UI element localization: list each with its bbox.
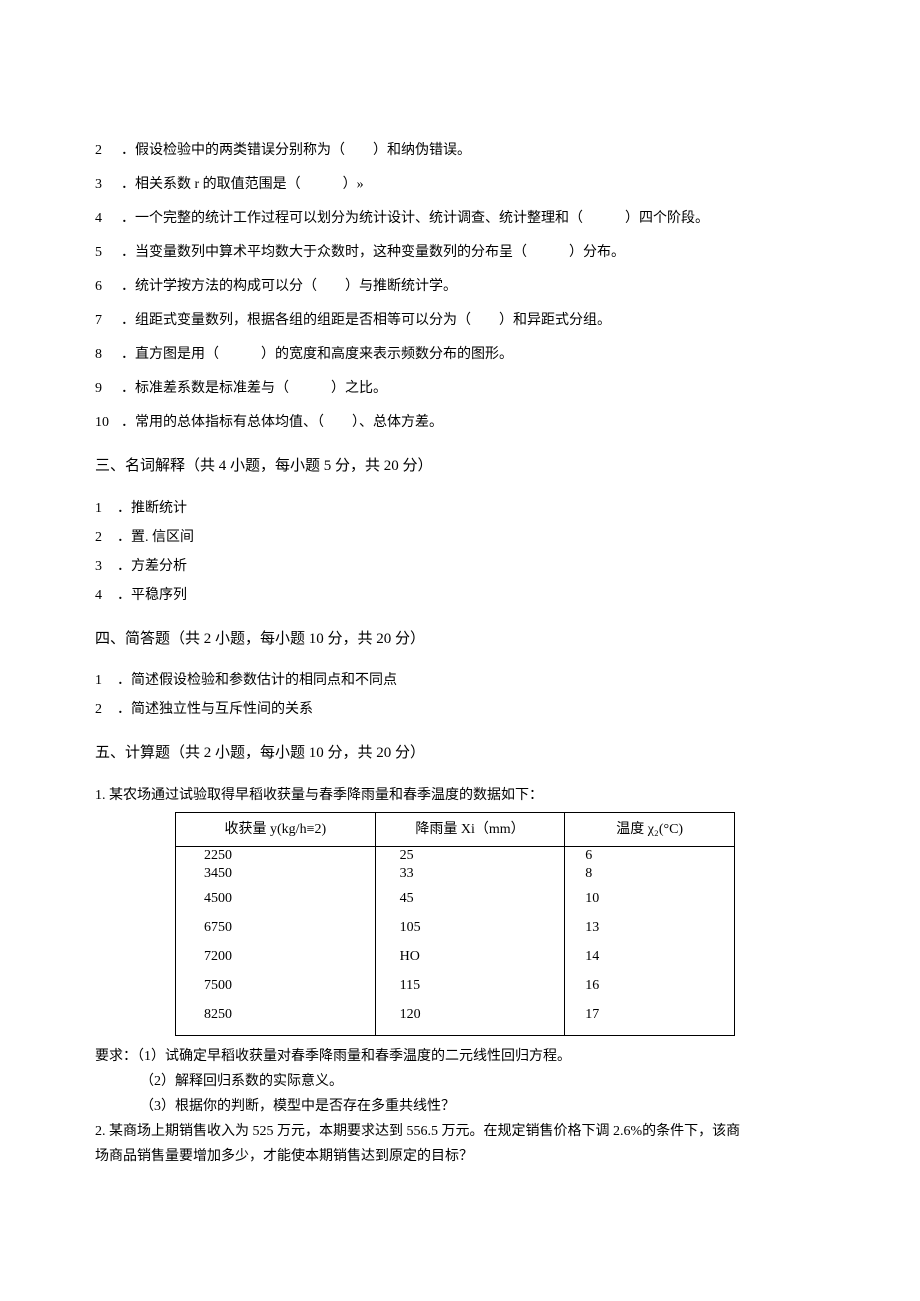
table-row: 6750 105 13 [176, 913, 735, 942]
item-number: 8 [95, 344, 121, 365]
cell: 115 [376, 971, 565, 1000]
item-number: 1 [95, 498, 117, 519]
list-item: 1 ．简述假设检验和参数估计的相同点和不同点 [95, 670, 825, 691]
item-text: ．简述假设检验和参数估计的相同点和不同点 [117, 670, 825, 691]
table-row: 3450 33 8 [176, 865, 735, 884]
item-text: ．方差分析 [117, 556, 825, 577]
item-number: 2 [95, 527, 117, 548]
item-number: 4 [95, 585, 117, 606]
item-text: ．组距式变量数列，根据各组的组距是否相等可以分为（ ）和异距式分组。 [121, 310, 825, 331]
req-label: 要求： [95, 1049, 137, 1064]
col-header-x2: 温度 χ₂(°C) [565, 812, 735, 846]
table-header-row: 收获量 y(kg/h≡2) 降雨量 Xi（mm） 温度 χ₂(°C) [176, 812, 735, 846]
cell: 16 [565, 971, 734, 1000]
cell: 120 [376, 1000, 565, 1036]
item-number: 2 [95, 140, 121, 161]
question-2-line-2: 场商品销售量要增加多少，才能使本期销售达到原定的目标？ [95, 1146, 825, 1167]
cell: 8 [565, 865, 734, 884]
col-header-y: 收获量 y(kg/h≡2) [176, 812, 376, 846]
cell: 8250 [176, 1000, 375, 1036]
item-text: ．推断统计 [117, 498, 825, 519]
item-number: 9 [95, 378, 121, 399]
item-text: ．直方图是用（ ）的宽度和高度来表示频数分布的图形。 [121, 344, 825, 365]
cell: HO [376, 942, 565, 971]
section-5-heading: 五、计算题（共 2 小题，每小题 10 分，共 20 分） [95, 742, 825, 765]
cell: 33 [376, 865, 565, 884]
cell: 4500 [176, 884, 375, 913]
cell: 6750 [176, 913, 375, 942]
cell: 2250 [176, 847, 375, 866]
list-item: 9 ．标准差系数是标准差与（ ）之比。 [95, 378, 825, 399]
question-1-intro: 1. 某农场通过试验取得早稻收获量与春季降雨量和春季温度的数据如下： [95, 785, 825, 806]
requirements-line-1: 要求：（1）试确定早稻收获量对春季降雨量和春季温度的二元线性回归方程。 [95, 1046, 825, 1067]
req-2: （2）解释回归系数的实际意义。 [140, 1071, 825, 1092]
cell: 3450 [176, 865, 375, 884]
section-2-fill-blank: 2 ．假设检验中的两类错误分别称为（ ）和纳伪错误。 3 ．相关系数 r 的取值… [95, 140, 825, 433]
item-number: 3 [95, 556, 117, 577]
cell: 17 [565, 1000, 734, 1036]
table-row: 7200 HO 14 [176, 942, 735, 971]
item-text: ．简述独立性与互斥性间的关系 [117, 699, 825, 720]
table-row: 4500 45 10 [176, 884, 735, 913]
item-number: 10 [95, 412, 121, 433]
cell: 7200 [176, 942, 375, 971]
list-item: 2 ．置. 信区间 [95, 527, 825, 548]
item-number: 6 [95, 276, 121, 297]
list-item: 5 ．当变量数列中算术平均数大于众数时，这种变量数列的分布呈（ ）分布。 [95, 242, 825, 263]
list-item: 7 ．组距式变量数列，根据各组的组距是否相等可以分为（ ）和异距式分组。 [95, 310, 825, 331]
table-row: 8250 120 17 [176, 1000, 735, 1036]
list-item: 2 ．假设检验中的两类错误分别称为（ ）和纳伪错误。 [95, 140, 825, 161]
req-1: （1）试确定早稻收获量对春季降雨量和春季温度的二元线性回归方程。 [137, 1049, 571, 1064]
item-text: ．假设检验中的两类错误分别称为（ ）和纳伪错误。 [121, 140, 825, 161]
item-text: ．统计学按方法的构成可以分（ ）与推断统计学。 [121, 276, 825, 297]
item-number: 3 [95, 174, 121, 195]
question-2-line-1: 2. 某商场上期销售收入为 525 万元，本期要求达到 556.5 万元。在规定… [95, 1121, 825, 1142]
list-item: 6 ．统计学按方法的构成可以分（ ）与推断统计学。 [95, 276, 825, 297]
cell: 14 [565, 942, 734, 971]
section-3-list: 1 ．推断统计 2 ．置. 信区间 3 ．方差分析 4 ．平稳序列 [95, 498, 825, 606]
item-number: 4 [95, 208, 121, 229]
section-3-heading: 三、名词解释（共 4 小题，每小题 5 分，共 20 分） [95, 455, 825, 478]
item-number: 5 [95, 242, 121, 263]
data-table: 收获量 y(kg/h≡2) 降雨量 Xi（mm） 温度 χ₂(°C) 2250 … [175, 812, 735, 1037]
list-item: 2 ．简述独立性与互斥性间的关系 [95, 699, 825, 720]
list-item: 10 ．常用的总体指标有总体均值、（ ）、总体方差。 [95, 412, 825, 433]
list-item: 8 ．直方图是用（ ）的宽度和高度来表示频数分布的图形。 [95, 344, 825, 365]
cell: 6 [565, 847, 734, 866]
item-text: ．一个完整的统计工作过程可以划分为统计设计、统计调查、统计整理和（ ）四个阶段。 [121, 208, 825, 229]
data-table-wrapper: 收获量 y(kg/h≡2) 降雨量 Xi（mm） 温度 χ₂(°C) 2250 … [175, 812, 825, 1037]
list-item: 3 ．相关系数 r 的取值范围是（ ）» [95, 174, 825, 195]
col-header-x1: 降雨量 Xi（mm） [375, 812, 565, 846]
table-row: 7500 115 16 [176, 971, 735, 1000]
item-text: ．常用的总体指标有总体均值、（ ）、总体方差。 [121, 412, 825, 433]
item-text: ．标准差系数是标准差与（ ）之比。 [121, 378, 825, 399]
cell: 25 [376, 847, 565, 866]
item-text: ．平稳序列 [117, 585, 825, 606]
section-4-list: 1 ．简述假设检验和参数估计的相同点和不同点 2 ．简述独立性与互斥性间的关系 [95, 670, 825, 720]
item-number: 2 [95, 699, 117, 720]
cell: 10 [565, 884, 734, 913]
item-number: 1 [95, 670, 117, 691]
section-4-heading: 四、简答题（共 2 小题，每小题 10 分，共 20 分） [95, 628, 825, 651]
item-text: ．置. 信区间 [117, 527, 825, 548]
item-number: 7 [95, 310, 121, 331]
cell: 105 [376, 913, 565, 942]
cell: 7500 [176, 971, 375, 1000]
list-item: 4 ．一个完整的统计工作过程可以划分为统计设计、统计调查、统计整理和（ ）四个阶… [95, 208, 825, 229]
document-page: 2 ．假设检验中的两类错误分别称为（ ）和纳伪错误。 3 ．相关系数 r 的取值… [0, 0, 920, 1271]
item-text: ．当变量数列中算术平均数大于众数时，这种变量数列的分布呈（ ）分布。 [121, 242, 825, 263]
req-3: （3）根据你的判断，模型中是否存在多重共线性？ [140, 1096, 825, 1117]
item-text: ．相关系数 r 的取值范围是（ ）» [121, 174, 825, 195]
cell: 45 [376, 884, 565, 913]
list-item: 4 ．平稳序列 [95, 585, 825, 606]
table-row: 2250 25 6 [176, 846, 735, 865]
list-item: 3 ．方差分析 [95, 556, 825, 577]
cell: 13 [565, 913, 734, 942]
list-item: 1 ．推断统计 [95, 498, 825, 519]
